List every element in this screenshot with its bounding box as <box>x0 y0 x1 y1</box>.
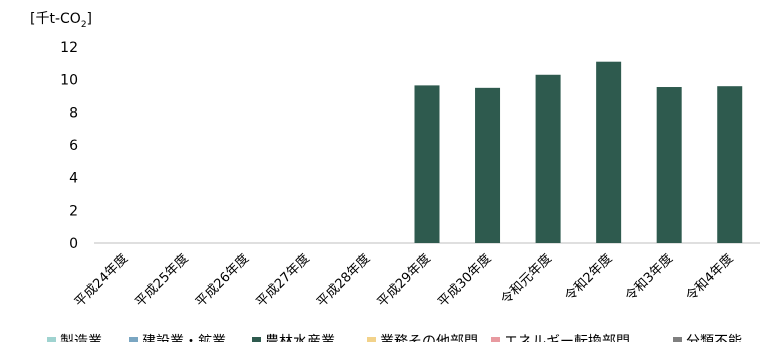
x-tick-label: 平成27年度 <box>253 251 313 311</box>
bar <box>596 61 622 244</box>
unit-suffix: ] <box>86 11 93 27</box>
y-tick-label: 8 <box>69 105 78 121</box>
bar <box>656 87 682 244</box>
x-tick-label: 令和3年度 <box>622 251 676 305</box>
x-tick-label: 令和2年度 <box>562 251 616 305</box>
x-tick-label: 平成24年度 <box>71 251 131 311</box>
legend-swatch <box>47 337 56 342</box>
y-tick-label: 2 <box>69 203 78 219</box>
x-tick-label: 平成26年度 <box>192 251 252 311</box>
x-tick-label: 平成28年度 <box>313 251 373 311</box>
x-tick-label: 平成25年度 <box>132 251 192 311</box>
legend-label: 分類不能 <box>686 334 742 342</box>
x-tick-label: 令和4年度 <box>683 251 737 305</box>
legend-label: 製造業 <box>60 334 102 342</box>
unit-subscript: 2 <box>80 19 87 30</box>
legend-label: 農林水産業 <box>265 334 335 342</box>
legend-swatch <box>367 337 376 342</box>
bar <box>535 74 561 244</box>
legend-swatch <box>673 337 682 342</box>
y-axis-unit-label: [千t-CO2] <box>30 8 92 30</box>
legend-swatch <box>252 337 261 342</box>
x-tick-label: 令和元年度 <box>498 251 555 308</box>
y-tick-label: 4 <box>69 171 78 187</box>
y-tick-label: 12 <box>60 40 78 56</box>
legend-swatch <box>491 337 500 342</box>
x-tick-label: 平成29年度 <box>374 251 434 311</box>
legend-label: 業務その他部門 <box>380 334 478 342</box>
legend-label: エネルギー転換部門 <box>504 334 630 342</box>
unit-prefix: [千t-CO <box>30 11 81 27</box>
bar <box>475 87 501 243</box>
y-tick-label: 10 <box>60 73 78 89</box>
y-tick-label: 6 <box>69 138 78 154</box>
y-tick-label: 0 <box>69 236 78 252</box>
bar <box>717 86 743 243</box>
bar <box>414 85 440 243</box>
legend-label: 建設業・鉱業 <box>142 333 226 342</box>
x-tick-label: 平成30年度 <box>435 251 495 311</box>
legend-swatch <box>129 337 138 342</box>
